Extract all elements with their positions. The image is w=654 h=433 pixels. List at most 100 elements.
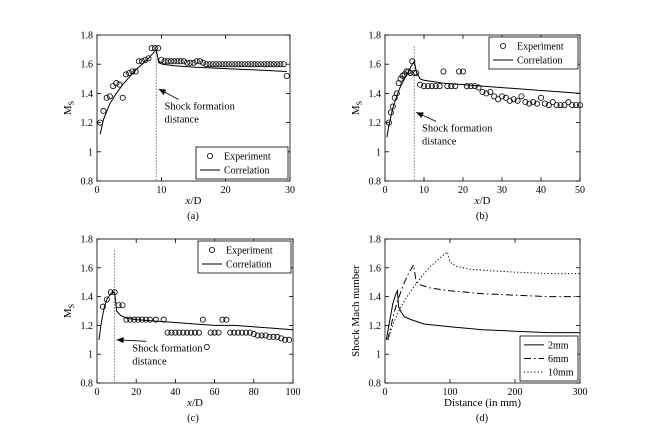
series-line-correlation	[386, 60, 581, 138]
legend-marker	[206, 152, 213, 159]
experiment-marker	[119, 302, 126, 309]
experiment-marker	[213, 61, 220, 68]
experiment-marker	[180, 329, 187, 336]
series-line-correlation	[99, 48, 287, 135]
y-tick-label: 1.2	[369, 321, 382, 332]
legend: Experiment Correlation	[195, 146, 289, 180]
experiment-marker	[510, 96, 517, 103]
experiment-marker	[487, 88, 494, 95]
x-tick-label: 30	[497, 185, 507, 196]
experiment-marker	[110, 83, 117, 90]
y-axis-label-main: M	[62, 308, 74, 318]
experiment-marker	[164, 58, 171, 65]
x-tick-label: 40	[170, 387, 180, 398]
experiment-marker	[195, 329, 202, 336]
experiment-marker	[100, 107, 107, 114]
experiment-marker	[171, 58, 178, 65]
y-tick-label: 1.4	[81, 292, 94, 303]
experiment-marker	[103, 296, 110, 303]
x-axis-label-variable: x	[186, 397, 192, 409]
annotation-line: Shock formation	[165, 101, 236, 112]
experiment-marker	[235, 329, 242, 336]
x-tick-label: 0	[95, 387, 100, 398]
panel-2: 0 10 20 30 40 50 0.8 1 1.2 1.4 1.6 1.8 x/D MS Shock fo…	[350, 31, 585, 223]
legend-entry-label: Experiment	[226, 246, 273, 257]
experiment-marker	[573, 102, 580, 109]
y-tick-label: 1.2	[81, 118, 94, 129]
experiment-marker	[258, 61, 265, 68]
x-axis-label-variable: x	[474, 195, 480, 207]
experiment-marker	[227, 329, 234, 336]
experiment-marker	[459, 68, 466, 75]
x-axis-label-variable: x	[185, 195, 191, 207]
experiment-marker	[432, 83, 439, 90]
annotation-line: Shock formation	[422, 123, 493, 134]
annotation-text: Shock formation distance	[165, 101, 236, 125]
experiment-marker	[99, 303, 106, 310]
experiment-marker	[254, 61, 261, 68]
experiment-marker	[113, 80, 120, 87]
experiment-marker	[206, 61, 213, 68]
series-line-2mm	[385, 288, 580, 340]
x-tick-label: 100	[443, 387, 458, 398]
x-axis-label-text: Distance (in mm)	[444, 397, 521, 409]
experiment-marker	[146, 316, 153, 323]
experiment-marker	[286, 336, 293, 343]
experiment-marker	[280, 61, 287, 68]
experiment-marker	[522, 99, 529, 106]
y-tick-label: 1	[88, 147, 93, 158]
experiment-marker	[495, 96, 502, 103]
annotation-arrow-head	[416, 112, 424, 118]
experiment-marker	[145, 55, 152, 62]
experiment-marker	[506, 97, 513, 104]
legend-marker	[499, 43, 506, 50]
experiment-marker	[440, 68, 447, 75]
experiment-marker	[160, 316, 167, 323]
plot-area-frame	[96, 238, 294, 384]
experiment-marker	[577, 102, 584, 109]
experiment-marker	[467, 83, 474, 90]
experiment-marker	[475, 84, 482, 91]
experiment-marker	[158, 56, 165, 63]
x-tick-label: 40	[536, 185, 546, 196]
experiment-marker	[193, 58, 200, 65]
y-tick-label: 0.8	[81, 379, 94, 390]
experiment-marker	[238, 61, 245, 68]
y-tick-label: 1	[376, 350, 381, 361]
y-tick-label: 1.2	[81, 321, 94, 332]
y-tick-label: 0.8	[81, 177, 94, 188]
series-line-6mm	[387, 263, 580, 340]
experiment-marker	[274, 61, 281, 68]
experiment-marker	[200, 59, 207, 66]
legend: Experiment Correlation	[197, 240, 292, 274]
experiment-marker	[191, 329, 198, 336]
experiment-marker	[491, 93, 498, 100]
annotation-line: Shock formation	[132, 343, 203, 354]
experiment-marker	[463, 83, 470, 90]
x-axis-label-suffix: /D	[190, 195, 201, 207]
experiment-marker	[123, 316, 130, 323]
y-axis-label-main: M	[350, 105, 362, 115]
experiment-marker	[270, 61, 277, 68]
experiment-marker	[538, 94, 545, 101]
panel-4: 0 100 200 300 0.8 1 1.2 1.4 1.6 1.8 Distance (in m…	[350, 235, 588, 425]
experiment-marker	[196, 58, 203, 65]
experiment-marker	[142, 316, 149, 323]
y-tick-label: 1.4	[369, 89, 382, 100]
experiment-marker	[222, 61, 229, 68]
experiment-marker	[246, 329, 253, 336]
experiment-marker	[452, 83, 459, 90]
experiment-marker	[219, 316, 226, 323]
y-tick-label: 1.6	[369, 263, 382, 274]
plot-area-frame	[384, 238, 581, 384]
experiment-marker	[199, 316, 206, 323]
x-tick-label: 10	[156, 185, 166, 196]
y-axis-label-main: M	[62, 105, 74, 115]
x-tick-label: 10	[419, 185, 429, 196]
panel-3: 0 20 40 60 80 100 0.8 1 1.2 1.4 1.6 1.8 x/D MS Shock f…	[62, 235, 301, 425]
legend-entry-label: Experiment	[224, 152, 271, 163]
experiment-marker	[103, 94, 110, 101]
experiment-marker	[229, 61, 236, 68]
experiment-marker	[270, 333, 277, 340]
experiment-marker	[248, 61, 255, 68]
